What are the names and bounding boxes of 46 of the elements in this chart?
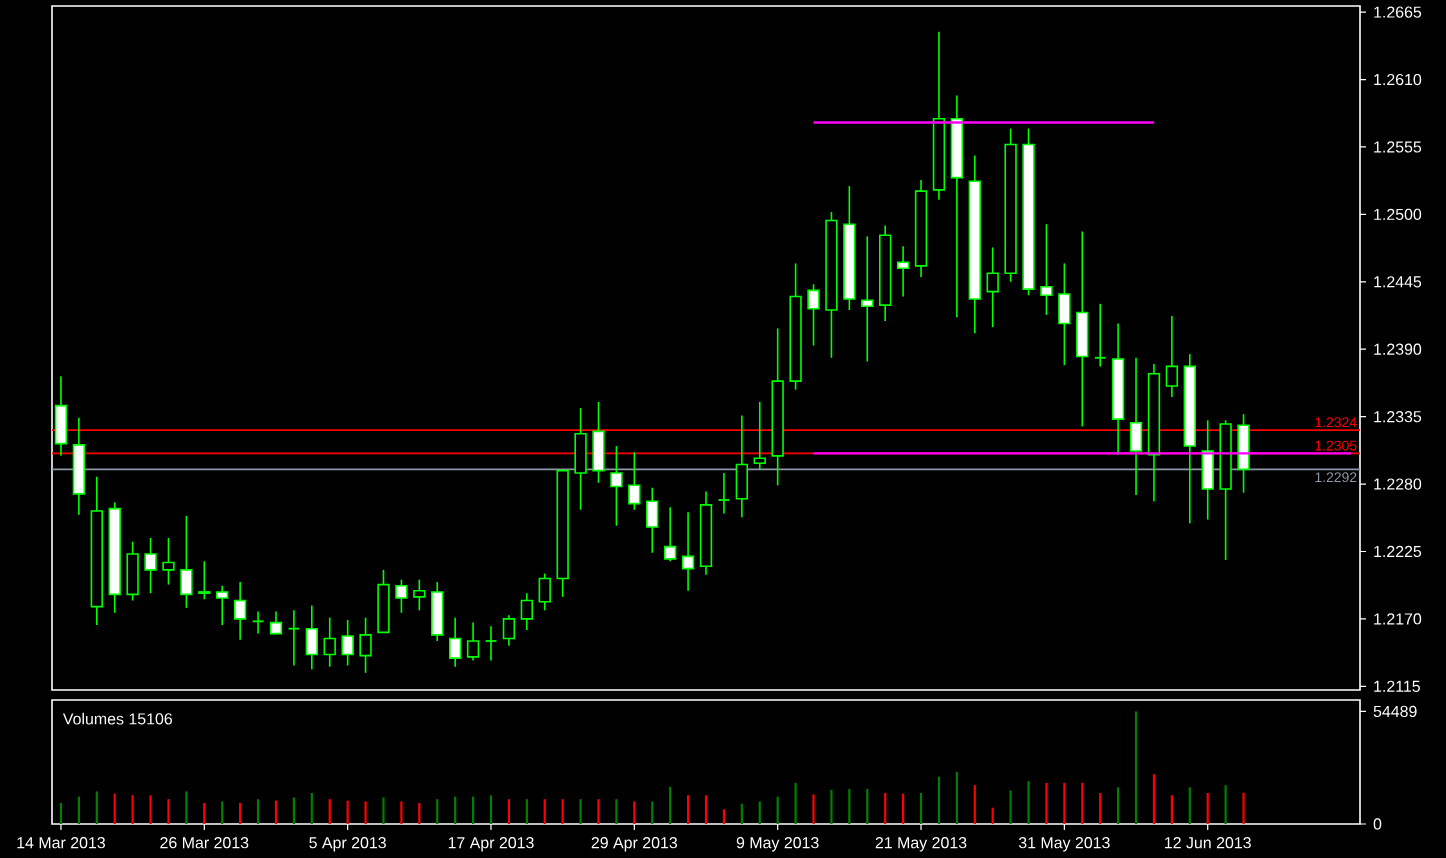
candlestick [269,610,283,635]
candlestick [1237,413,1250,494]
candlestick [1040,223,1053,316]
candlestick [413,578,426,612]
candlestick [717,472,731,515]
candlestick [198,560,211,601]
candlestick [628,451,641,511]
candlestick [538,572,551,612]
candlestick [431,581,444,642]
candlestick [466,621,480,662]
candlestick [681,511,695,592]
candlestick [323,616,336,668]
candlestick [1201,419,1214,521]
candlestick [287,609,301,667]
candlestick [1076,230,1089,428]
candlestick [1165,315,1179,398]
candlestick [896,245,910,298]
candlestick [861,235,874,363]
candlestick [735,414,749,518]
candlestick [341,619,354,667]
candlestick [502,614,516,647]
candlestick [574,407,587,511]
candlestick [377,569,390,634]
candlestick [1058,262,1071,366]
candlestick [305,604,318,670]
candlestick [233,581,247,641]
candlestick [484,625,498,662]
candlestick [180,515,193,609]
candlestick [144,537,157,594]
candlestick [448,616,462,668]
candlestick [646,486,659,554]
candlestick [520,592,533,631]
candlestick [251,610,265,635]
candlestick [126,540,139,602]
candlestick [986,246,999,328]
candlestick [162,537,175,586]
candlestick [359,616,372,674]
candlestick [1129,357,1143,496]
candlestick [753,401,766,471]
candlestick [592,401,605,484]
candlestick [1093,303,1107,368]
candlestick [216,585,229,626]
candlestick [807,283,820,347]
candlestick [664,506,677,563]
candlestick [610,445,623,527]
candlestick [395,578,408,614]
